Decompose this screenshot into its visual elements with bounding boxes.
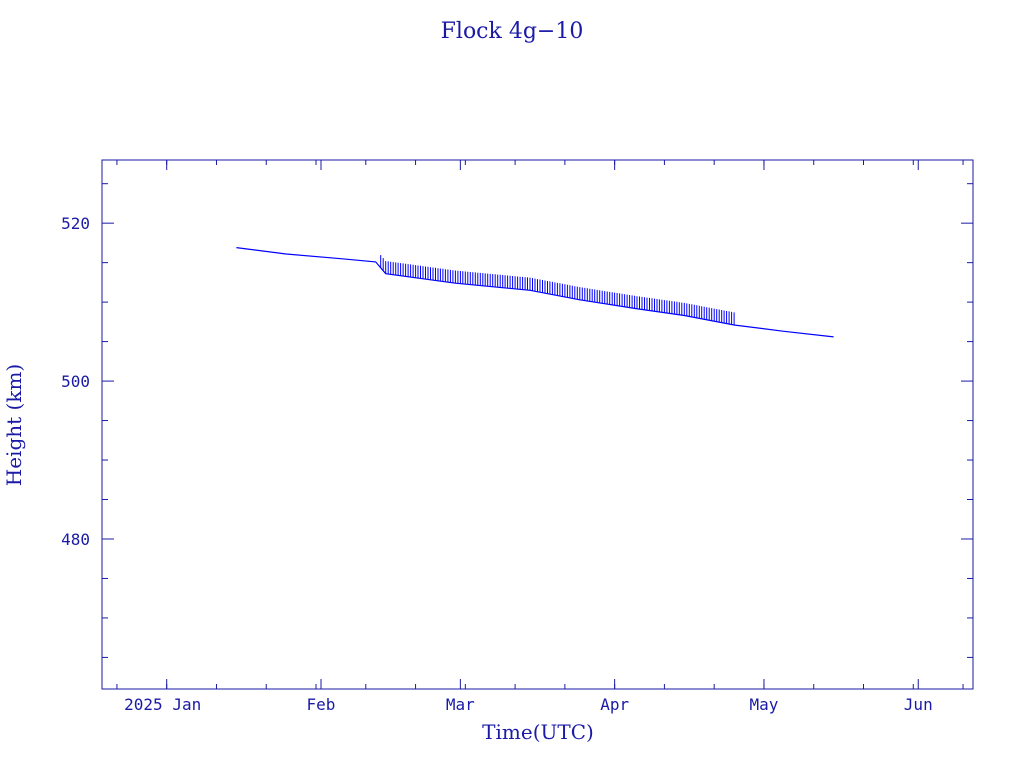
- chart-title: Flock 4g−10: [441, 19, 584, 44]
- x-tick-label: Jun: [904, 695, 933, 714]
- y-tick-label: 520: [61, 214, 90, 233]
- x-tick-label: 2025 Jan: [124, 695, 201, 714]
- x-tick-label: Apr: [600, 695, 629, 714]
- series-group: [236, 247, 834, 338]
- x-axis-label: Time(UTC): [482, 720, 594, 744]
- series-line: [236, 247, 834, 338]
- x-tick-label: May: [750, 695, 779, 714]
- series-spikes: [380, 255, 735, 325]
- plot-frame: [101, 159, 974, 690]
- y-tick-label: 480: [61, 530, 90, 549]
- y-axis-label: Height (km): [2, 364, 26, 486]
- axis-ticks: 2025 Jan Feb Mar Apr May Jun 480 500 520: [61, 160, 973, 714]
- x-tick-label: Feb: [307, 695, 336, 714]
- y-tick-label: 500: [61, 372, 90, 391]
- x-tick-label: Mar: [446, 695, 475, 714]
